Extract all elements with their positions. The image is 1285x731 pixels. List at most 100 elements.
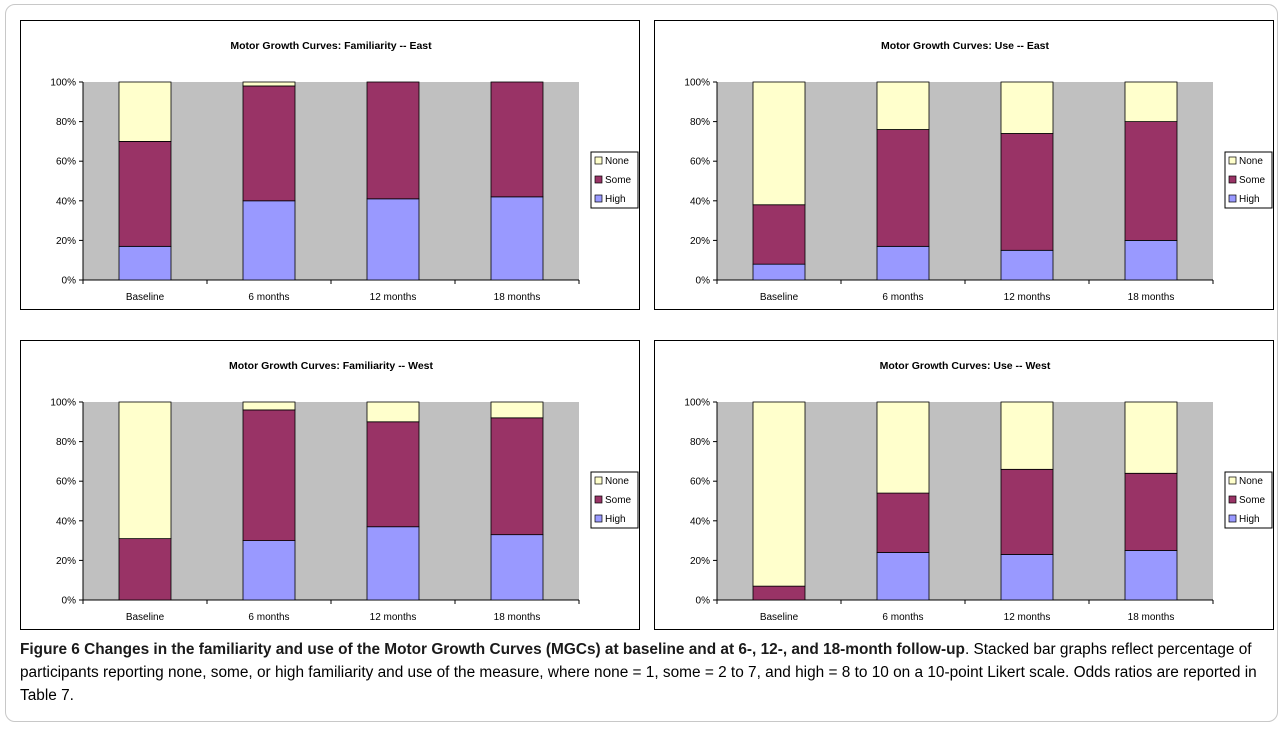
bar-none-4 (1124, 81, 1178, 122)
x-tick-label: 12 months (1004, 292, 1051, 303)
bar-some-4 (490, 81, 544, 198)
bar-high-3 (1000, 554, 1054, 601)
legend-swatch-high (1228, 514, 1237, 523)
bar-some-3 (366, 421, 420, 528)
legend-label-some: Some (1239, 175, 1266, 186)
y-tick-label: 0% (62, 276, 77, 287)
bar-high-1 (752, 263, 806, 281)
y-tick-label: 60% (690, 477, 710, 488)
x-tick-label: 18 months (1128, 292, 1175, 303)
bar-none-3 (366, 401, 420, 423)
y-tick-label: 20% (56, 236, 76, 247)
legend-swatch-some (594, 175, 603, 184)
bar-some-1 (118, 141, 172, 247)
x-tick-label: Baseline (760, 612, 799, 623)
legend-label-some: Some (605, 495, 632, 506)
y-tick-label: 20% (690, 556, 710, 567)
bar-high-4 (490, 534, 544, 601)
bar-none-3 (1000, 81, 1054, 134)
bar-some-1 (118, 538, 172, 601)
caption-period: . (964, 641, 970, 658)
y-tick-label: 100% (50, 78, 76, 89)
y-tick-label: 40% (56, 196, 76, 207)
y-tick-label: 0% (696, 596, 711, 607)
y-tick-label: 60% (56, 477, 76, 488)
legend-label-none: None (1239, 476, 1263, 487)
y-tick-label: 60% (690, 157, 710, 168)
y-tick-label: 40% (690, 196, 710, 207)
bar-high-3 (366, 526, 420, 601)
x-tick-label: Baseline (126, 292, 165, 303)
chart-familiarity-west: Motor Growth Curves: Familiarity -- West… (20, 340, 640, 630)
y-tick-label: 100% (684, 78, 710, 89)
bar-some-2 (876, 129, 930, 247)
legend-label-none: None (605, 476, 629, 487)
legend-swatch-high (1228, 194, 1237, 203)
bar-some-2 (242, 409, 296, 541)
bar-high-2 (242, 200, 296, 281)
x-tick-label: 6 months (248, 612, 289, 623)
y-tick-label: 80% (690, 117, 710, 128)
bar-none-2 (242, 401, 296, 411)
caption-title: Figure 6 Changes in the familiarity and … (20, 641, 965, 658)
legend-swatch-some (1228, 175, 1237, 184)
bar-none-2 (242, 81, 296, 87)
bar-high-2 (876, 245, 930, 281)
bar-some-4 (1124, 472, 1178, 551)
chart-familiarity-east: Motor Growth Curves: Familiarity -- East… (20, 20, 640, 310)
bar-high-3 (1000, 249, 1054, 281)
legend-label-none: None (605, 156, 629, 167)
y-tick-label: 80% (56, 437, 76, 448)
y-tick-label: 60% (56, 157, 76, 168)
bar-some-3 (366, 81, 420, 200)
bar-none-2 (876, 81, 930, 130)
figure-caption: Figure 6 Changes in the familiarity and … (20, 638, 1272, 707)
legend-swatch-none (1228, 156, 1237, 165)
bar-none-1 (752, 81, 806, 206)
x-tick-label: 12 months (370, 612, 417, 623)
legend-swatch-high (594, 514, 603, 523)
bar-high-2 (242, 540, 296, 601)
x-tick-label: 12 months (1004, 612, 1051, 623)
y-tick-label: 100% (684, 398, 710, 409)
chart-use-west: Motor Growth Curves: Use -- West 0% 20% 40%… (654, 340, 1274, 630)
legend-label-none: None (1239, 156, 1263, 167)
legend-label-some: Some (1239, 495, 1266, 506)
legend-swatch-none (594, 156, 603, 165)
bar-some-1 (752, 585, 806, 601)
x-tick-label: 6 months (882, 612, 923, 623)
x-tick-label: 6 months (882, 292, 923, 303)
bar-high-1 (118, 245, 172, 281)
legend-swatch-some (594, 495, 603, 504)
bar-some-4 (490, 417, 544, 536)
chart-use-west-svg: Motor Growth Curves: Use -- West 0% 20% 40%… (684, 360, 1273, 623)
y-tick-label: 40% (690, 516, 710, 527)
chart-title: Motor Growth Curves: Use -- East (881, 40, 1050, 52)
chart-use-east-svg: Motor Growth Curves: Use -- East 0% 20% 40%… (684, 40, 1273, 303)
bar-none-4 (1124, 401, 1178, 474)
legend-swatch-none (594, 476, 603, 485)
bar-high-2 (876, 552, 930, 601)
x-tick-label: Baseline (760, 292, 799, 303)
x-tick-label: 18 months (494, 612, 541, 623)
legend-label-some: Some (605, 175, 632, 186)
y-tick-label: 0% (696, 276, 711, 287)
bar-high-4 (1124, 550, 1178, 601)
x-tick-label: 12 months (370, 292, 417, 303)
x-tick-label: 6 months (248, 292, 289, 303)
bar-some-2 (876, 492, 930, 553)
bar-none-1 (752, 401, 806, 587)
bar-some-3 (1000, 133, 1054, 251)
bar-none-3 (1000, 401, 1054, 470)
bar-none-2 (876, 401, 930, 494)
bar-high-4 (1124, 239, 1178, 281)
legend-label-high: High (1239, 194, 1260, 205)
bar-none-1 (118, 81, 172, 142)
chart-title: Motor Growth Curves: Familiarity -- West (229, 360, 433, 372)
y-tick-label: 20% (56, 556, 76, 567)
legend-swatch-high (594, 194, 603, 203)
legend-label-high: High (1239, 514, 1260, 525)
y-tick-label: 0% (62, 596, 77, 607)
x-tick-label: 18 months (494, 292, 541, 303)
bar-none-4 (490, 401, 544, 419)
